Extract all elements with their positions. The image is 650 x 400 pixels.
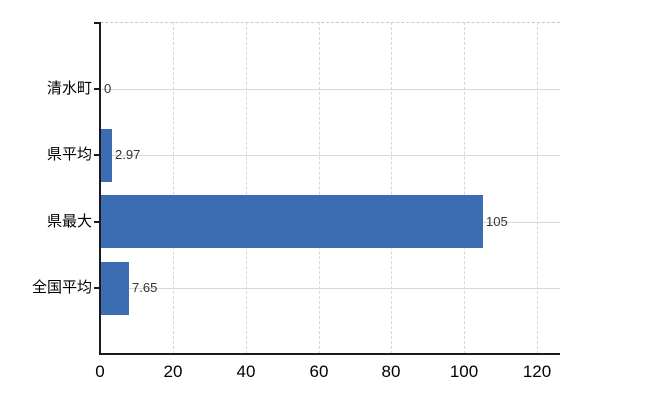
gridline-vertical bbox=[391, 22, 392, 354]
y-axis-tick bbox=[94, 154, 100, 156]
bar-全国平均 bbox=[101, 262, 129, 315]
value-label: 2.97 bbox=[115, 147, 141, 162]
category-label: 県最大 bbox=[46, 213, 92, 230]
x-tick-label: 20 bbox=[163, 362, 183, 381]
gridline-vertical bbox=[173, 22, 174, 354]
y-axis-tick bbox=[94, 287, 100, 289]
x-tick-label: 60 bbox=[309, 362, 329, 381]
bar-県平均 bbox=[101, 129, 112, 182]
x-tick-label: 120 bbox=[522, 362, 552, 381]
x-tick-label: 100 bbox=[449, 362, 479, 381]
y-axis-top-tick bbox=[94, 22, 100, 24]
y-axis-tick bbox=[94, 88, 100, 90]
gridline-horizontal bbox=[100, 155, 560, 156]
gridline-horizontal bbox=[100, 288, 560, 289]
gridline-vertical bbox=[464, 22, 465, 354]
gridline-vertical bbox=[537, 22, 538, 354]
category-label: 県平均 bbox=[46, 146, 92, 163]
x-tick-label: 0 bbox=[95, 362, 105, 381]
x-tick-label: 40 bbox=[236, 362, 256, 381]
plot-top-border bbox=[100, 22, 560, 23]
value-label: 0 bbox=[104, 81, 112, 96]
x-tick-label: 80 bbox=[381, 362, 401, 381]
gridline-horizontal bbox=[100, 89, 560, 90]
gridline-vertical bbox=[319, 22, 320, 354]
y-axis-line bbox=[99, 22, 101, 355]
value-label: 7.65 bbox=[132, 280, 158, 295]
category-label: 全国平均 bbox=[31, 279, 92, 296]
y-axis-tick bbox=[94, 221, 100, 223]
value-label: 105 bbox=[486, 214, 508, 229]
category-label: 清水町 bbox=[46, 80, 92, 97]
gridline-vertical bbox=[246, 22, 247, 354]
bar-県最大 bbox=[101, 195, 483, 248]
x-axis-line bbox=[99, 353, 560, 355]
